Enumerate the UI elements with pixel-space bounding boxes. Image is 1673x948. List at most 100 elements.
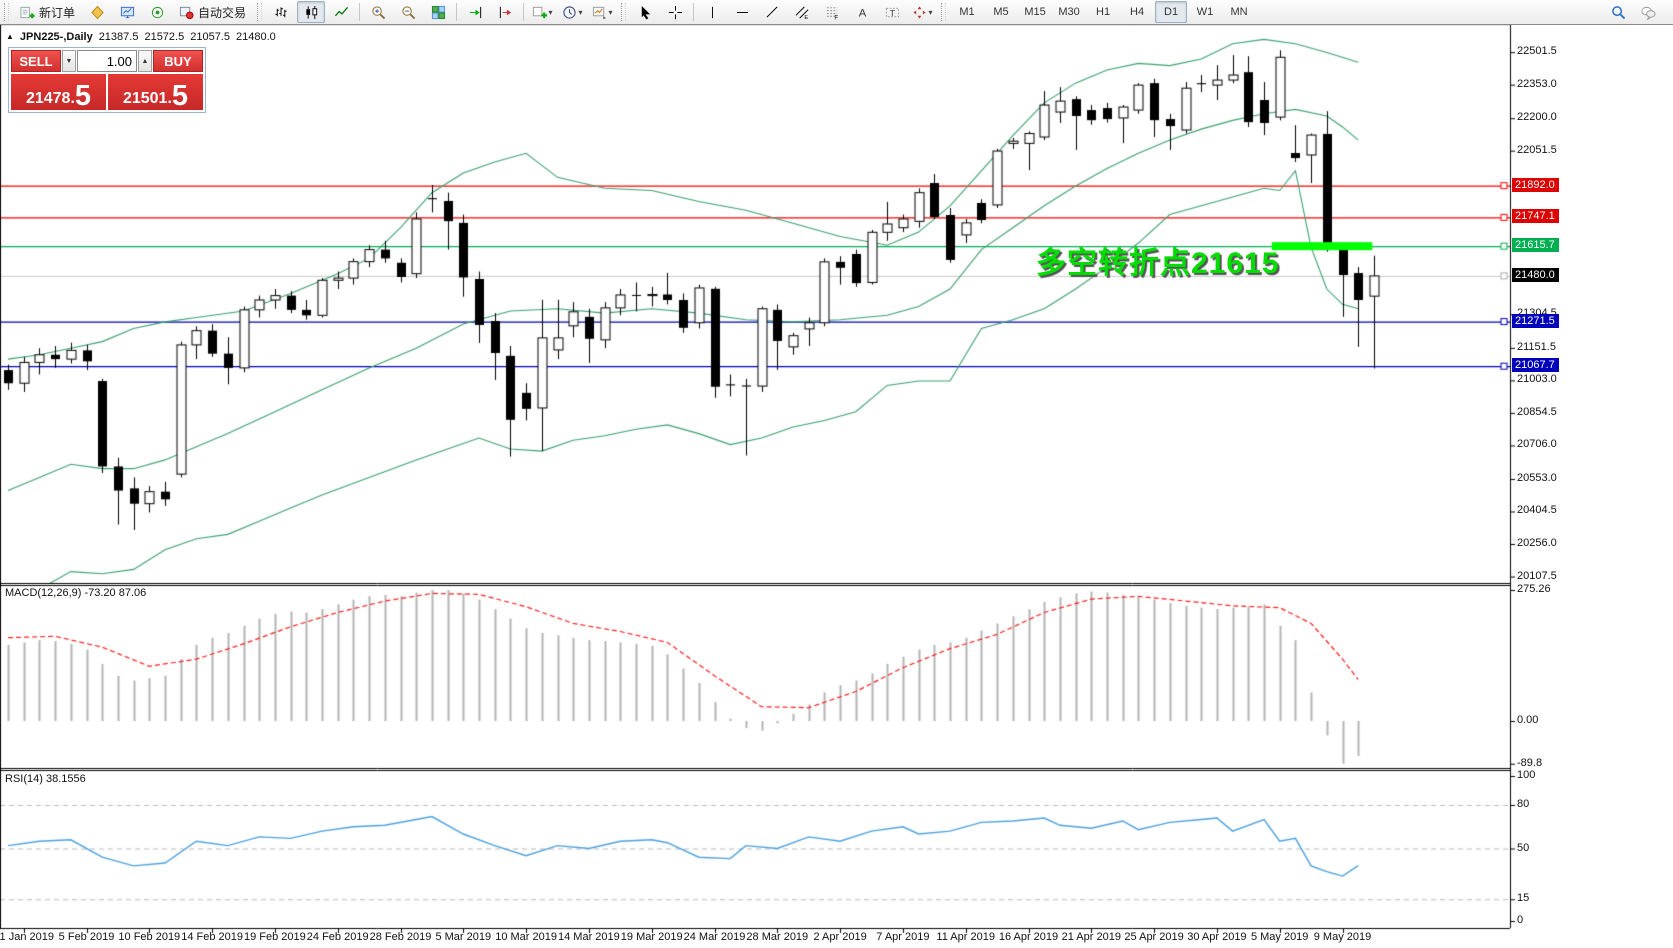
date-tick-label: 30 Apr 2019	[1187, 931, 1247, 943]
zoom-out-button[interactable]	[394, 1, 422, 23]
crosshair-button[interactable]	[661, 1, 689, 23]
zoom-out-icon	[401, 5, 416, 20]
dropdown-caret-icon: ▾	[928, 7, 933, 17]
fibonacci-button[interactable]: F	[818, 1, 846, 23]
timeframe-m1[interactable]: M1	[959, 6, 975, 18]
indicators-icon	[532, 5, 547, 20]
vertical-line-button[interactable]	[698, 1, 726, 23]
rsi-axis-tick: 50	[1517, 841, 1530, 854]
dropdown-caret-icon: ▾	[608, 7, 613, 17]
rsi-axis-tick: 100	[1517, 769, 1536, 781]
date-tick-label: 5 Mar 2019	[435, 931, 492, 943]
chat-icon	[1640, 5, 1656, 20]
ohlc-open: 21387.5	[98, 31, 139, 43]
sell-price-box[interactable]: 21478. 5	[11, 74, 106, 112]
date-tick-label: 24 Feb 2019	[306, 931, 369, 943]
collapse-arrow-icon[interactable]: ▲	[6, 32, 14, 41]
rsi-axis-tick: 15	[1517, 892, 1530, 905]
arrows-button[interactable]: ▾	[908, 1, 936, 23]
symbol-info-bar: ▲ JPN225-,Daily 21387.5 21572.5 21057.5 …	[6, 31, 276, 43]
svg-text:T: T	[889, 7, 894, 17]
toolbar-grip[interactable]	[621, 3, 627, 21]
toolbar-grip[interactable]	[4, 3, 9, 21]
chat-button[interactable]	[1634, 1, 1662, 23]
timeframe-mn[interactable]: MN	[1230, 6, 1248, 18]
price-chart-canvas[interactable]	[0, 24, 1673, 948]
toolbar-separator	[359, 3, 361, 21]
buy-price-main: 21501.	[122, 90, 172, 107]
cursor-icon	[638, 5, 653, 20]
cursor-button[interactable]	[631, 1, 659, 23]
zoom-in-icon	[371, 5, 386, 20]
buy-price-box[interactable]: 21501. 5	[108, 74, 203, 111]
auto-scroll-icon	[468, 5, 483, 20]
tile-windows-icon	[431, 5, 446, 20]
volume-up-button[interactable]: ▲	[138, 50, 152, 72]
new-order-button[interactable]: 新订单	[14, 1, 81, 23]
price-axis-tick: 21003.0	[1517, 373, 1557, 386]
rsi-indicator-label: RSI(14) 38.1556	[5, 773, 86, 785]
timeframe-w1[interactable]: W1	[1196, 6, 1214, 18]
tile-windows-button[interactable]	[424, 1, 452, 23]
toolbar-separator	[693, 3, 695, 21]
price-axis-tick: 20553.0	[1517, 471, 1557, 484]
timeframe-m5[interactable]: M5	[993, 6, 1009, 18]
macd-axis-tick: -89.8	[1517, 756, 1543, 769]
indicators-button[interactable]: ▾	[528, 1, 556, 23]
sell-price-pip: 5	[74, 80, 92, 112]
macd-axis-tick: 275.26	[1517, 582, 1551, 595]
rsi-axis-tick: 80	[1517, 798, 1530, 810]
macd-axis-tick: 0.00	[1517, 714, 1539, 726]
label-icon: T	[885, 5, 900, 20]
volume-down-button[interactable]: ▼	[62, 50, 76, 72]
timeframe-m30[interactable]: M30	[1058, 6, 1080, 18]
label-button[interactable]: T	[878, 1, 906, 23]
date-tick-label: 19 Mar 2019	[620, 931, 683, 943]
zoom-in-button[interactable]	[364, 1, 392, 23]
horizontal-line-button[interactable]	[728, 1, 756, 23]
timeframe-h4[interactable]: H4	[1130, 6, 1145, 18]
toolbar-grip[interactable]	[257, 3, 263, 21]
chart-shift-button[interactable]	[491, 1, 519, 23]
dropdown-caret-icon: ▾	[578, 7, 583, 17]
line-chart-icon	[334, 5, 349, 20]
rsi-axis-tick: 0	[1517, 914, 1524, 926]
terminal-button[interactable]	[113, 1, 141, 23]
dropdown-caret-icon: ▾	[548, 7, 553, 17]
periods-icon	[562, 5, 577, 20]
timeframe-m15[interactable]: M15	[1024, 6, 1046, 18]
line-chart-button[interactable]	[327, 1, 355, 23]
auto-scroll-button[interactable]	[461, 1, 489, 23]
toolbar-grip[interactable]	[941, 3, 947, 21]
search-icon	[1611, 5, 1626, 20]
price-axis-tick: 22501.5	[1517, 45, 1557, 58]
channel-icon: E	[795, 5, 810, 20]
date-tick-label: 19 Feb 2019	[244, 931, 306, 943]
sell-button[interactable]: SELL	[11, 50, 61, 72]
buy-button[interactable]: BUY	[153, 50, 203, 72]
candlestick-chart-button[interactable]	[297, 1, 326, 23]
autotrading-button[interactable]: 自动交易	[173, 1, 252, 23]
price-tag: 21615.7	[1512, 238, 1559, 253]
date-tick-label: 9 May 2019	[1313, 931, 1372, 943]
text-button[interactable]: A	[848, 1, 876, 23]
timeframe-h1[interactable]: H1	[1096, 6, 1111, 18]
price-axis-tick: 21151.5	[1517, 340, 1556, 353]
signals-icon	[150, 5, 165, 20]
date-tick-label: 7 Apr 2019	[876, 931, 930, 943]
autotrading-icon	[179, 5, 194, 20]
search-button[interactable]	[1604, 1, 1632, 23]
channel-button[interactable]: E	[788, 1, 816, 23]
navigator-button[interactable]	[83, 1, 111, 23]
new-order-icon	[20, 5, 35, 20]
templates-button[interactable]: ▾	[588, 1, 616, 23]
vertical-line-icon	[705, 5, 720, 20]
bar-chart-button[interactable]	[267, 1, 295, 23]
ohlc-high: 21572.5	[144, 31, 185, 43]
signals-button[interactable]	[143, 1, 171, 23]
periods-button[interactable]: ▾	[558, 1, 586, 23]
volume-input[interactable]	[77, 50, 137, 72]
timeframe-d1[interactable]: D1	[1155, 1, 1188, 23]
trendline-button[interactable]	[758, 1, 786, 23]
price-axis-tick: 20854.5	[1517, 405, 1557, 418]
